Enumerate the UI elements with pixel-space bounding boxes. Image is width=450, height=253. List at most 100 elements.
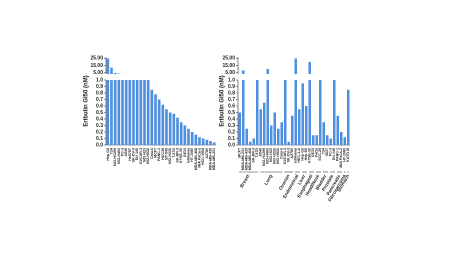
bar bbox=[280, 122, 284, 145]
y-tick-label: 1.0 bbox=[228, 77, 235, 83]
y-tick-label: 1.0 bbox=[96, 77, 103, 83]
bar bbox=[124, 80, 128, 145]
bar bbox=[121, 80, 124, 145]
x-tick-label: Ishikawa bbox=[294, 147, 298, 163]
bar bbox=[139, 80, 143, 145]
group-label: Liver bbox=[297, 173, 307, 185]
x-tick-label: A2780 bbox=[290, 148, 294, 159]
x-tick-label: NCI-H522 bbox=[146, 148, 150, 164]
y-tick-label: 15.00 bbox=[222, 63, 235, 69]
bar-upper bbox=[106, 58, 110, 74]
bar bbox=[187, 128, 190, 145]
y-tick-label: 0.2 bbox=[96, 129, 103, 135]
group-label: Lung bbox=[263, 173, 273, 185]
bar bbox=[154, 94, 157, 145]
bar-upper bbox=[266, 69, 270, 74]
x-tick-label: NCI-H460 bbox=[266, 148, 270, 164]
bar bbox=[259, 109, 263, 145]
bar bbox=[168, 112, 172, 145]
y-tick-label: 5.00 bbox=[225, 70, 235, 76]
x-tick-label: NCI-H226 bbox=[273, 148, 277, 164]
x-tick-label: KYSE-30 bbox=[308, 148, 312, 163]
x-tick-label: DU 145 bbox=[332, 148, 336, 160]
y-tick-label: 0.8 bbox=[228, 90, 235, 96]
x-tick-label: T-47D bbox=[255, 148, 259, 158]
x-tick-label: Calu-6 bbox=[280, 148, 284, 159]
y-tick-label: 0.3 bbox=[96, 123, 103, 129]
bar bbox=[183, 125, 187, 145]
y-tick-label: 0.9 bbox=[228, 84, 235, 90]
y-tick-label: 0.0 bbox=[96, 142, 103, 148]
y-tick-label: 25.00 bbox=[222, 56, 235, 62]
bar bbox=[106, 80, 110, 145]
x-tick-label: FaDu bbox=[315, 148, 319, 157]
bar bbox=[209, 141, 212, 145]
x-tick-label: HCC-1954 bbox=[201, 148, 205, 165]
bar bbox=[150, 89, 154, 145]
x-tick-label: T24 bbox=[109, 148, 113, 154]
bar bbox=[201, 138, 205, 145]
bar bbox=[325, 135, 329, 145]
y-tick-label: 0.1 bbox=[96, 136, 103, 142]
x-tick-label: A549 bbox=[259, 148, 263, 157]
x-tick-label: HEC-1-A bbox=[297, 148, 301, 163]
bar bbox=[322, 122, 326, 145]
y-tick-label: 0.1 bbox=[228, 136, 235, 142]
bar bbox=[336, 115, 340, 145]
bar bbox=[290, 115, 294, 145]
x-tick-label: HT-1080 bbox=[343, 148, 347, 162]
bar bbox=[143, 80, 146, 145]
bar bbox=[297, 109, 301, 145]
group-label: Breast bbox=[239, 173, 251, 188]
x-tick-label: MCF7 bbox=[153, 148, 157, 158]
x-tick-label: PC-3 bbox=[120, 148, 124, 156]
bar bbox=[346, 89, 350, 145]
x-tick-label: T-47D bbox=[172, 148, 176, 158]
bar bbox=[110, 80, 113, 145]
x-tick-label: A549 bbox=[124, 148, 128, 157]
bar bbox=[157, 99, 161, 145]
y-tick-label: 0.7 bbox=[228, 97, 235, 103]
bar bbox=[269, 125, 273, 145]
y-tick-label: 15.00 bbox=[90, 63, 103, 69]
bar bbox=[132, 80, 135, 145]
x-tick-label: Calu-6 bbox=[150, 148, 154, 159]
x-tick-label: A2780 bbox=[205, 148, 209, 159]
x-tick-label: SK-OV-3 bbox=[287, 148, 291, 162]
x-tick-label: OVCAR-3 bbox=[139, 148, 143, 164]
bar-upper bbox=[113, 72, 117, 74]
x-tick-label: DU 145 bbox=[135, 148, 139, 160]
x-tick-label: NCI-H226 bbox=[168, 148, 172, 164]
bar bbox=[238, 112, 242, 145]
bar bbox=[117, 80, 121, 145]
x-tick-label: NCI-H1299 bbox=[113, 148, 117, 166]
x-tick-label: NCI-H460 bbox=[117, 148, 121, 164]
bar bbox=[190, 132, 194, 145]
x-tick-label: NCI-H23 bbox=[269, 148, 273, 162]
y-tick-label: 0.6 bbox=[96, 103, 103, 109]
bar bbox=[128, 80, 132, 145]
x-tick-label: NCI-H23 bbox=[142, 148, 146, 162]
bar bbox=[276, 128, 280, 145]
x-tick-label: KATO III bbox=[346, 148, 350, 162]
x-tick-label: SCC-25 bbox=[318, 148, 322, 161]
bar bbox=[172, 113, 176, 145]
x-tick-label: Hep G2 bbox=[301, 148, 305, 161]
bar bbox=[329, 138, 333, 145]
bar bbox=[283, 80, 287, 145]
x-tick-label: PC-3 bbox=[329, 148, 333, 156]
x-tick-label: MIA PaCa-2 bbox=[197, 148, 201, 168]
x-tick-label: MDA-MB-435 bbox=[245, 148, 249, 170]
bar bbox=[332, 80, 336, 145]
y-tick-label: 0.6 bbox=[228, 103, 235, 109]
x-tick-label: HCC38 bbox=[161, 148, 165, 160]
bar bbox=[287, 141, 291, 145]
bar bbox=[176, 117, 179, 145]
x-tick-label: KYSE-30 bbox=[179, 148, 183, 163]
bar bbox=[308, 80, 312, 145]
x-tick-label: OE33 bbox=[183, 148, 187, 157]
x-tick-label: OE33 bbox=[311, 148, 315, 157]
bar bbox=[146, 80, 150, 145]
x-tick-label: NCI-H522 bbox=[276, 148, 280, 164]
x-tick-label: SK-OV-3 bbox=[131, 148, 135, 162]
